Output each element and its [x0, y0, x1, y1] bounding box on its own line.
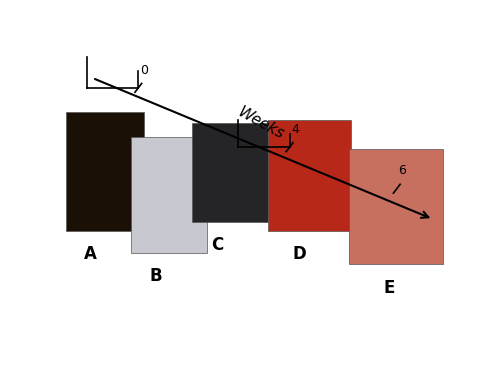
Text: 4: 4: [291, 123, 299, 136]
Bar: [130, 137, 207, 253]
Bar: [66, 112, 144, 230]
Text: E: E: [383, 279, 395, 297]
Bar: [269, 120, 351, 230]
Text: A: A: [84, 245, 97, 263]
Text: B: B: [149, 267, 162, 285]
Text: D: D: [292, 245, 306, 263]
Text: Weeks: Weeks: [235, 104, 287, 142]
Bar: [192, 123, 269, 222]
Text: C: C: [210, 236, 223, 254]
Text: 0: 0: [140, 63, 148, 77]
Bar: [349, 149, 443, 265]
Text: 6: 6: [399, 164, 407, 177]
